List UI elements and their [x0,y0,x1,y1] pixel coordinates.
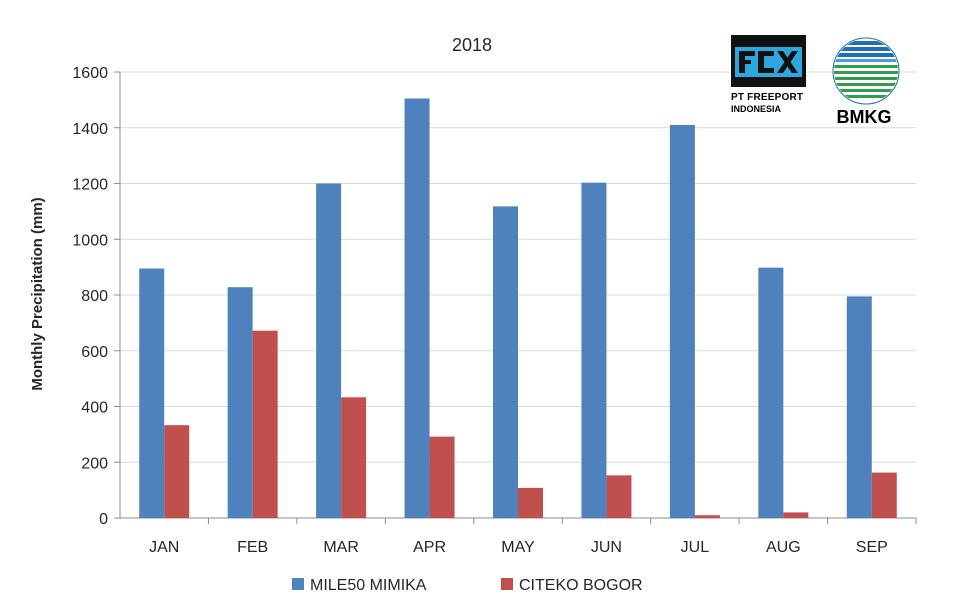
freeport-logo-line2: INDONESIA [731,104,782,114]
bar-series-2-may [518,487,543,518]
y-axis-label: Monthly Precipitation (mm) [29,197,46,390]
x-tick-label: JUL [681,539,710,556]
bar-series-2-aug [783,512,809,518]
bar-series-2-jun [606,475,632,518]
bar-series-2-feb [252,330,278,518]
x-tick-label: AUG [766,539,801,556]
bar-series-2-jul [694,515,720,518]
freeport-fcx-icon [731,35,806,87]
x-tick-label: JUN [591,539,622,556]
bar-series-1-feb [227,287,253,518]
y-tick-label: 1200 [72,177,108,194]
legend-label: CITEKO BOGOR [519,577,643,594]
y-tick-label: 1400 [72,121,108,138]
bar-series-1-aug [758,267,784,518]
bar-series-2-sep [871,472,897,518]
x-tick-label: SEP [856,539,888,556]
bar-series-1-apr [404,98,430,518]
y-tick-label: 1600 [72,65,108,82]
legend-swatch [501,578,513,590]
bar-series-2-apr [429,436,455,518]
bar-series-1-may [493,206,518,519]
x-tick-label: MAR [323,539,359,556]
x-tick-label: MAY [501,539,535,556]
y-tick-label: 800 [81,288,108,305]
bar-series-1-mar [316,183,342,518]
chart-title: 2018 [452,35,492,55]
tick-labels: 0 200 400 600 800 1000 1200 1400 1600 JAN FEB MAR AP… [72,65,887,556]
bmkg-logo-text: BMKG [836,107,892,127]
bar-series-1-jun [581,182,607,518]
bar-series-1-jan [139,268,165,518]
x-tick-label: APR [413,539,446,556]
legend-swatch [292,578,304,590]
y-tick-label: 0 [99,511,108,528]
legend-label: MILE50 MIMIKA [310,577,427,594]
freeport-logo: PT FREEPORT INDONESIA [731,35,826,125]
y-tick-label: 1000 [72,232,108,249]
bar-series-1-jul [669,124,695,519]
y-tick-label: 200 [81,455,108,472]
bmkg-logo: BMKG [828,33,908,133]
bar-series-2-jan [164,425,190,518]
y-tick-label: 400 [81,400,108,417]
bar-series-1-sep [846,296,872,518]
x-tick-label: FEB [237,539,268,556]
bar-series-2-mar [341,397,367,518]
freeport-logo-line1: PT FREEPORT [731,92,804,103]
x-tick-label: JAN [149,539,179,556]
bars [139,98,897,519]
y-tick-label: 600 [81,344,108,361]
legend: MILE50 MIMIKA CITEKO BOGOR [292,577,643,594]
bmkg-globe-icon [832,37,900,105]
